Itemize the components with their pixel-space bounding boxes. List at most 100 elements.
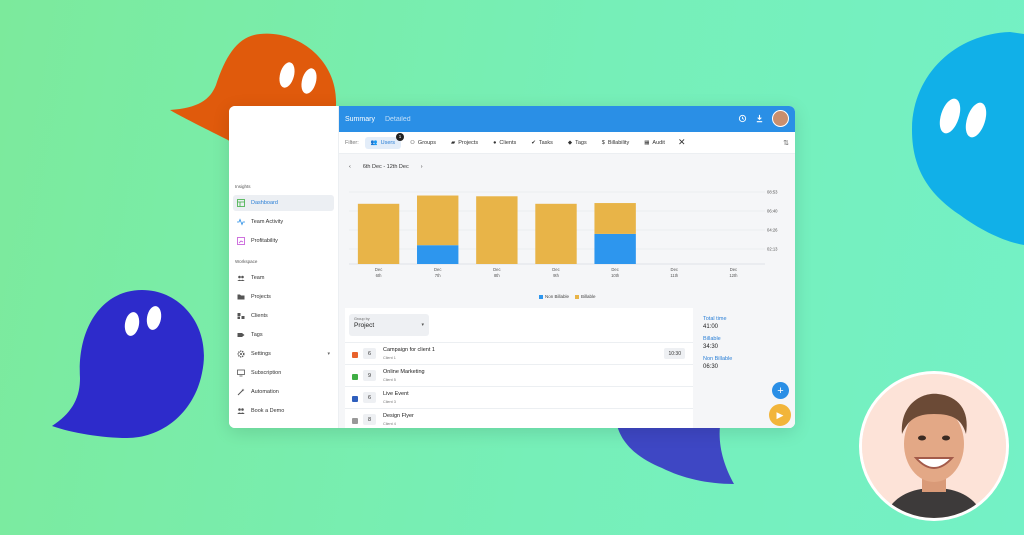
sidebar-item-book-a-demo[interactable]: Book a Demo — [233, 403, 334, 419]
entry-count: 6 — [363, 348, 376, 359]
filter-chip-projects[interactable]: ▰ Projects — [445, 137, 484, 149]
sidebar-item-tags[interactable]: Tags — [233, 327, 334, 343]
topbar-icons — [738, 110, 789, 127]
sidebar-item-clients[interactable]: Clients — [233, 308, 334, 324]
sidebar-item-label: Clients — [251, 313, 268, 319]
chevron-down-icon: ▾ — [327, 351, 330, 357]
billable-label: Billable — [703, 336, 721, 342]
project-title: Campaign for client 1 — [383, 347, 435, 353]
sidebar-item-label: Projects — [251, 294, 271, 300]
tab-detailed[interactable]: Detailed — [384, 115, 411, 123]
table-row[interactable]: 6 Campaign for client 1 Client 1 10:30 — [345, 342, 693, 364]
x-tick-label: 6th — [376, 273, 382, 278]
legend-swatch — [539, 294, 543, 299]
chevron-down-icon: ▾ — [421, 322, 424, 328]
bar-billable — [535, 203, 577, 264]
chevron-right-icon[interactable]: › — [420, 164, 423, 170]
project-time: 10:30 — [664, 348, 685, 359]
folder-icon: ▰ — [450, 139, 456, 146]
filter-bar: Filter: 👥 Users 1 ⚇ Groups ▰ Projects ● … — [339, 132, 795, 154]
sidebar-item-team[interactable]: Team — [233, 270, 334, 286]
bar-billable — [594, 203, 636, 234]
filter-chip-tasks[interactable]: ✔ Tasks — [525, 137, 559, 149]
top-bar: Summary Detailed — [339, 106, 795, 132]
gear-icon — [237, 350, 245, 358]
chevron-left-icon[interactable]: ‹ — [349, 164, 351, 170]
y-tick-label: 02:13 — [767, 247, 778, 252]
sidebar-item-dashboard[interactable]: Dashboard — [233, 195, 334, 211]
entry-count: 8 — [363, 414, 376, 425]
filter-chip-audit[interactable]: ▦ Audit — [638, 137, 671, 149]
close-icon[interactable]: ✕ — [677, 137, 686, 147]
history-icon[interactable] — [738, 114, 747, 123]
team-icon — [237, 274, 245, 282]
project-color-swatch — [352, 352, 358, 358]
tag-icon: ◆ — [567, 139, 573, 146]
activity-icon — [237, 218, 245, 226]
smiling-man-illustration — [862, 374, 1006, 518]
client-name: Client 4 — [383, 422, 396, 426]
sidebar-item-label: Profitability — [251, 238, 278, 244]
sidebar-item-projects[interactable]: Projects — [233, 289, 334, 305]
project-title: Online Marketing — [383, 369, 425, 375]
filter-chip-tags[interactable]: ◆ Tags — [562, 137, 593, 149]
x-tick-label: Dec — [493, 267, 500, 272]
total-time-value: 41:00 — [703, 324, 719, 330]
x-tick-label: 7th — [435, 273, 441, 278]
profitability-icon — [237, 237, 245, 245]
tag-icon — [237, 331, 245, 339]
add-button[interactable]: + — [772, 382, 789, 399]
users-icon: 👥 — [370, 139, 378, 146]
sidebar-section-workspace: Workspace — [235, 259, 258, 264]
client-name: Client 1 — [383, 356, 396, 360]
sidebar-item-subscription[interactable]: Subscription — [233, 365, 334, 381]
legend-non-billable: Non Billable — [539, 294, 569, 299]
play-icon: ▶ — [776, 409, 784, 420]
sort-icon[interactable]: ⇅ — [783, 139, 789, 147]
filter-chip-label: Users — [380, 139, 395, 146]
bar-billable — [417, 195, 459, 246]
non-billable-value: 06:30 — [703, 364, 719, 370]
filter-chip-billability[interactable]: $ Billability — [596, 137, 635, 149]
filter-chip-label: Clients — [499, 139, 517, 146]
avatar[interactable] — [772, 110, 789, 127]
group-by-value: Project — [354, 322, 375, 329]
y-tick-label: 08:53 — [767, 190, 778, 195]
clients-icon: ● — [493, 139, 497, 146]
tab-summary[interactable]: Summary — [345, 115, 375, 123]
legend-swatch — [575, 294, 580, 299]
filter-chip-label: Projects — [458, 139, 479, 146]
sidebar-item-team-activity[interactable]: Team Activity — [233, 214, 334, 230]
x-tick-label: Dec — [375, 267, 382, 272]
tasks-icon: ✔ — [531, 139, 536, 146]
x-tick-label: 8th — [494, 273, 500, 278]
person-photo — [862, 374, 1006, 518]
filter-label: Filter: — [345, 139, 359, 146]
filter-chip-clients[interactable]: ● Clients — [487, 137, 522, 149]
project-table: Group by Project ▾ 6 Campaign for client… — [345, 308, 693, 428]
project-title: Live Event — [383, 391, 409, 397]
table-row[interactable]: 9 Online Marketing Client 5 — [345, 364, 693, 386]
clients-icon — [237, 312, 245, 320]
filter-chip-users[interactable]: 👥 Users 1 — [364, 132, 404, 149]
group-by-select[interactable]: Group by Project ▾ — [349, 314, 429, 336]
date-range-label: 6th Dec - 12th Dec — [362, 164, 409, 170]
sidebar-item-label: Dashboard — [251, 200, 278, 206]
filter-chip-label: Groups — [417, 139, 436, 146]
start-timer-button[interactable]: ▶ — [769, 404, 791, 426]
filter-count-badge: 1 — [395, 132, 404, 141]
time-chart: 08:5306:4004:2602:13Dec6thDec7thDec8thDe… — [349, 190, 778, 278]
billable-value: 34:30 — [703, 344, 719, 350]
filter-chip-groups[interactable]: ⚇ Groups — [404, 137, 442, 149]
sidebar-item-automation[interactable]: Automation — [233, 384, 334, 400]
download-icon[interactable] — [755, 114, 764, 123]
table-row[interactable]: 8 Design Flyer Client 4 — [345, 408, 693, 428]
client-name: Client 3 — [383, 400, 396, 404]
group-by-label: Group by — [354, 317, 370, 321]
sidebar-item-settings[interactable]: Settings ▾ — [233, 346, 334, 362]
table-row[interactable]: 6 Live Event Client 3 — [345, 386, 693, 408]
filter-chip-label: Tags — [575, 139, 587, 146]
x-tick-label: 10th — [611, 273, 620, 278]
sidebar-item-profitability[interactable]: Profitability — [233, 233, 334, 249]
sidebar-section-insights: Insights — [235, 184, 251, 189]
